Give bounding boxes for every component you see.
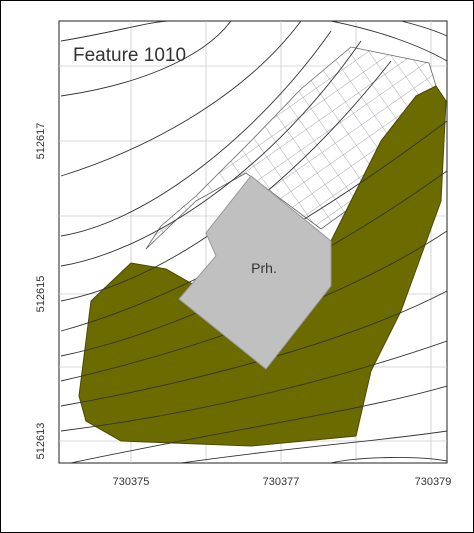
- y-label: 512613: [35, 423, 47, 460]
- x-label: 730379: [415, 476, 452, 488]
- y-label: 512617: [35, 123, 47, 160]
- y-label: 512615: [35, 276, 47, 313]
- structure: [178, 175, 332, 370]
- x-label: 730375: [113, 476, 150, 488]
- structure-label: Prh.: [251, 260, 277, 276]
- feature-fill: [78, 85, 447, 447]
- map-title: Feature 1010: [73, 45, 186, 66]
- map-border: [58, 20, 448, 464]
- map-content: [59, 21, 447, 463]
- x-label: 730377: [263, 476, 300, 488]
